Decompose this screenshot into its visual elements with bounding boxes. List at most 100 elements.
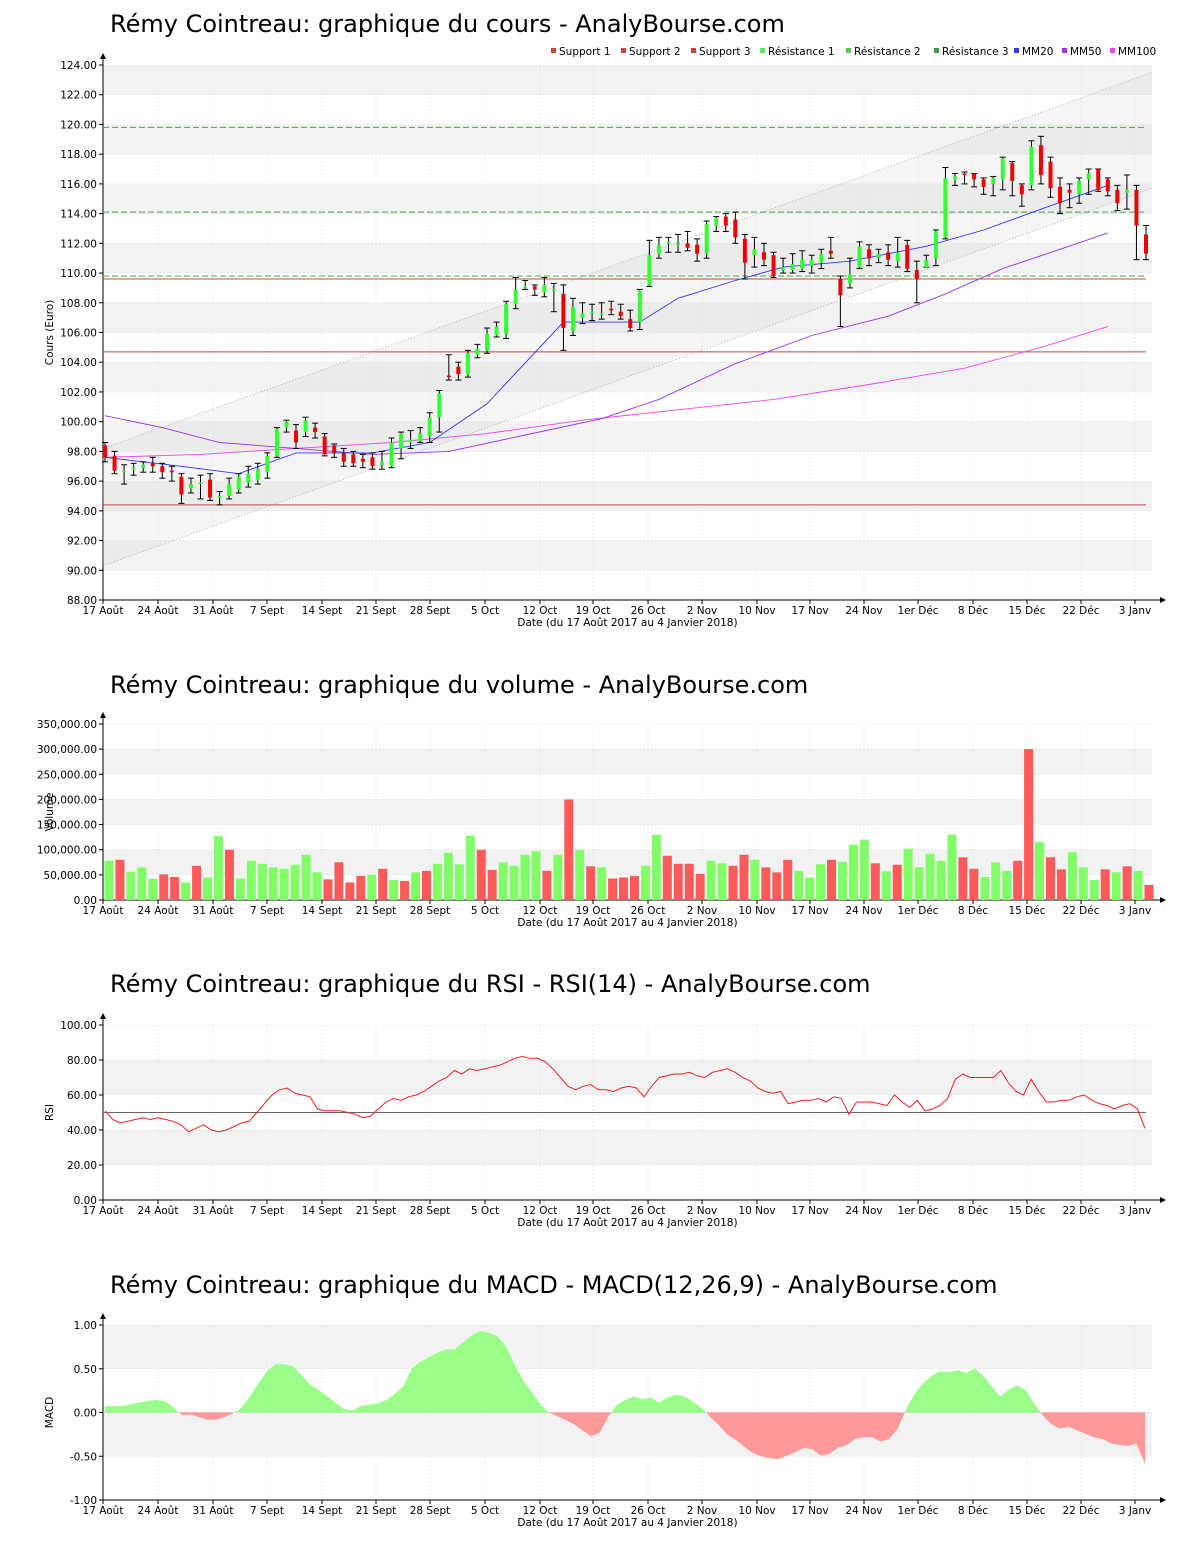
y-tick-label: 100,000.00 xyxy=(37,845,97,857)
candle xyxy=(790,264,795,271)
candle xyxy=(828,250,833,254)
candle xyxy=(561,293,566,329)
volume-bar xyxy=(892,864,902,900)
volume-bar xyxy=(827,859,837,900)
candle xyxy=(131,467,136,470)
candle xyxy=(1048,161,1053,189)
y-tick-label: 200,000.00 xyxy=(37,794,97,806)
x-tick-label: 22 Déc xyxy=(1062,1505,1099,1517)
macd-area xyxy=(931,1371,941,1413)
macd-area xyxy=(1136,1412,1146,1464)
candle xyxy=(1058,186,1063,204)
macd-area xyxy=(904,1409,907,1413)
volume-bar xyxy=(531,851,541,900)
legend-label: MM100 xyxy=(1118,46,1156,58)
x-tick-label: 31 Août xyxy=(193,605,234,617)
volume-bar xyxy=(881,871,891,900)
macd-area xyxy=(658,1397,668,1413)
volume-chart-title: Rémy Cointreau: graphique du volume - An… xyxy=(110,671,809,699)
candle xyxy=(236,476,241,491)
legend-swatch xyxy=(1014,48,1019,53)
x-tick-label: 21 Sept xyxy=(356,605,397,617)
x-tick-label: 3 Janv xyxy=(1119,905,1151,917)
candle xyxy=(761,252,766,260)
candle xyxy=(800,259,805,269)
macd-area xyxy=(513,1364,523,1413)
grid-band xyxy=(103,799,1152,825)
volume-bar xyxy=(848,844,858,900)
candle xyxy=(198,482,203,485)
macd-area xyxy=(488,1332,498,1413)
macd-area xyxy=(531,1390,540,1413)
volume-bar xyxy=(301,854,311,900)
x-tick-label: 14 Sept xyxy=(302,1205,343,1217)
volume-bar xyxy=(454,864,464,900)
candle xyxy=(676,243,681,245)
y-tick-label: 122.00 xyxy=(60,90,97,102)
x-tick-label: 21 Sept xyxy=(356,1205,397,1217)
macd-area xyxy=(428,1352,438,1413)
y-tick-label: 350,000.00 xyxy=(37,719,97,731)
x-axis-arrow xyxy=(1160,597,1166,603)
volume-bar xyxy=(137,867,147,900)
volume-bar xyxy=(1056,869,1066,900)
macd-area xyxy=(164,1400,174,1413)
macd-area xyxy=(854,1412,864,1439)
y-tick-label: 100.00 xyxy=(60,417,97,429)
candle xyxy=(294,430,299,443)
x-tick-label: 8 Déc xyxy=(958,1205,989,1217)
rsi-chart: 0.00 20.00 40.00 60.00 80.00 100.00 17 Août 24 … xyxy=(44,1013,1166,1229)
volume-bar xyxy=(1013,860,1023,900)
trend-channel xyxy=(103,72,1152,566)
volume-bar xyxy=(170,876,180,900)
x-tick-label: 1er Déc xyxy=(897,905,938,917)
macd-area xyxy=(326,1395,336,1413)
candle xyxy=(504,304,509,334)
volume-bar xyxy=(1111,872,1121,900)
y-tick-label: 110.00 xyxy=(60,268,97,280)
macd-area xyxy=(616,1399,626,1413)
macd-area xyxy=(377,1399,387,1413)
macd-area xyxy=(675,1394,685,1413)
x-tick-label: 31 Août xyxy=(193,905,234,917)
volume-bar xyxy=(1100,869,1110,900)
volume-bar xyxy=(651,834,661,900)
volume-bar xyxy=(323,879,333,900)
macd-area xyxy=(684,1396,694,1413)
y-tick-label: 108.00 xyxy=(60,298,97,310)
y-tick-label: 0.00 xyxy=(74,1408,97,1420)
volume-bar xyxy=(224,849,234,900)
candle xyxy=(1029,146,1034,186)
volume-bar xyxy=(279,868,289,900)
candle xyxy=(895,252,900,262)
y-tick-label: 116.00 xyxy=(60,179,97,191)
y-tick-label: 20.00 xyxy=(67,1160,97,1172)
x-tick-label: 12 Oct xyxy=(523,1505,558,1517)
macd-area xyxy=(522,1379,532,1413)
x-axis-arrow xyxy=(1160,1497,1166,1503)
y-axis-label: MACD xyxy=(44,1397,56,1428)
candle xyxy=(714,218,719,226)
x-tick-label: 24 Nov xyxy=(845,1205,882,1217)
x-tick-label: 14 Sept xyxy=(302,905,343,917)
macd-area xyxy=(872,1412,881,1442)
volume-bar xyxy=(290,864,300,900)
x-tick-label: 26 Oct xyxy=(631,1505,666,1517)
volume-bar xyxy=(1067,852,1077,900)
candle xyxy=(618,311,623,317)
volume-bar xyxy=(706,860,716,900)
x-axis-label: Date (du 17 Août 2017 au 4 Janvier 2018) xyxy=(517,617,737,629)
x-tick-label: 24 Août xyxy=(138,1505,179,1517)
macd-area xyxy=(991,1385,1001,1413)
macd-area xyxy=(880,1412,890,1442)
x-tick-label: 19 Oct xyxy=(576,1205,611,1217)
macd-area xyxy=(138,1400,148,1413)
x-tick-label: 17 Août xyxy=(83,1205,124,1217)
x-tick-label: 26 Oct xyxy=(631,605,666,617)
legend-label: MM20 xyxy=(1022,46,1053,58)
x-tick-label: 15 Déc xyxy=(1008,1505,1045,1517)
macd-area xyxy=(633,1396,643,1413)
x-tick-label: 3 Janv xyxy=(1119,1205,1151,1217)
y-axis-arrow xyxy=(100,1013,106,1019)
